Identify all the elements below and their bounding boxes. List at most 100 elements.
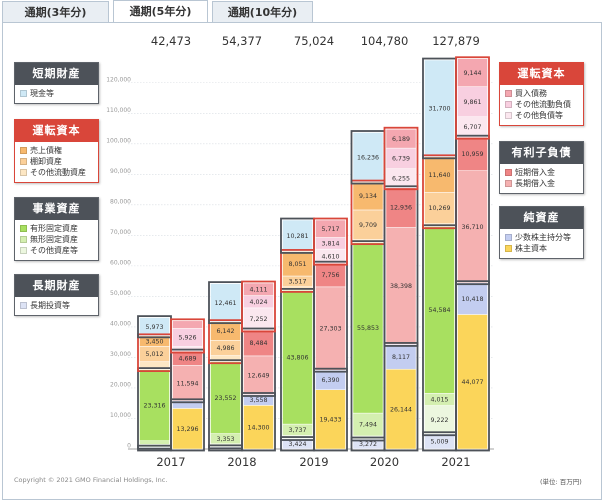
legend-swatch bbox=[505, 101, 512, 108]
bar-segment bbox=[457, 136, 488, 171]
data-label: 13,296 bbox=[176, 426, 198, 433]
x-tick-label: 2017 bbox=[156, 455, 185, 469]
legend-item: その他資産等 bbox=[15, 245, 98, 256]
data-label: 6,255 bbox=[392, 175, 410, 182]
data-label: 6,189 bbox=[392, 136, 410, 143]
legend-swatch bbox=[20, 236, 27, 243]
net-assets-outline bbox=[313, 367, 348, 452]
legend-item: 少数株主持分等 bbox=[500, 232, 583, 243]
legend-item: 長期借入金 bbox=[500, 178, 583, 189]
y-tick-label: 30,000 bbox=[110, 351, 131, 358]
bar-segment bbox=[385, 368, 417, 450]
data-label: 7,494 bbox=[359, 422, 377, 429]
legend-swatch bbox=[505, 112, 512, 119]
bar-segment bbox=[457, 314, 488, 450]
legend-item: 有形固定資産 bbox=[15, 223, 98, 234]
debt-outline bbox=[313, 260, 348, 373]
total-label: 54,377 bbox=[222, 34, 262, 48]
legend-swatch bbox=[505, 245, 512, 252]
data-label: 27,303 bbox=[319, 326, 341, 333]
data-label: 11,594 bbox=[176, 380, 198, 387]
tab-3-years[interactable]: 通期(3年分) bbox=[2, 1, 109, 22]
total-label: 75,024 bbox=[294, 34, 334, 48]
y-tick-label: 60,000 bbox=[110, 259, 131, 266]
legend-label: 長期借入金 bbox=[515, 179, 555, 188]
bar-segment bbox=[243, 282, 274, 296]
bar-segment bbox=[282, 219, 313, 252]
y-tick-label: 0 bbox=[127, 443, 131, 450]
left-legend-group-3: 長期財産 長期投資等 bbox=[14, 274, 99, 316]
unit-label: (単位: 百万円) bbox=[540, 478, 582, 486]
legend-item: 売上債権 bbox=[15, 145, 98, 156]
y-tick-label: 80,000 bbox=[110, 198, 131, 205]
data-label: 3,353 bbox=[216, 436, 234, 443]
y-tick-label: 110,000 bbox=[106, 107, 131, 114]
data-label: 4,024 bbox=[249, 299, 267, 306]
bar-segment bbox=[315, 389, 346, 450]
data-label: 4,610 bbox=[321, 253, 339, 260]
data-label: 19,433 bbox=[319, 417, 341, 424]
data-label: 12,649 bbox=[247, 372, 269, 379]
data-label: 23,552 bbox=[214, 395, 236, 402]
data-label: 23,316 bbox=[143, 402, 165, 409]
right-legend-title: 純資産 bbox=[500, 207, 583, 229]
data-label: 5,012 bbox=[145, 351, 163, 358]
debt-outline bbox=[170, 348, 205, 404]
legend-swatch bbox=[20, 147, 27, 154]
tab-10-years[interactable]: 通期(10年分) bbox=[212, 1, 313, 22]
legend-label: その他負債等 bbox=[515, 111, 563, 120]
bar-segment bbox=[139, 317, 170, 337]
bar-segment bbox=[282, 290, 313, 425]
legend-item: その他負債等 bbox=[500, 110, 583, 121]
bar-segment bbox=[457, 86, 488, 117]
legend-swatch bbox=[505, 169, 512, 176]
legend-swatch bbox=[20, 302, 27, 309]
data-label: 6,142 bbox=[216, 328, 234, 335]
debt-outline bbox=[383, 185, 419, 347]
working-capital-liability-outline bbox=[241, 280, 276, 333]
right-legend-group-0: 運転資本 買入債務 その他流動負債 その他負債等 bbox=[499, 62, 584, 126]
legend-swatch bbox=[505, 90, 512, 97]
data-label: 10,281 bbox=[286, 233, 308, 240]
data-label: 3,814 bbox=[321, 240, 339, 247]
x-tick-label: 2018 bbox=[227, 455, 256, 469]
bar-segment bbox=[139, 440, 170, 445]
right-legend-group-2: 純資産少数株主持分等 株主資本 bbox=[499, 206, 584, 259]
legend-item: 長期投資等 bbox=[15, 300, 98, 311]
legend-swatch bbox=[20, 158, 27, 165]
bar-segment bbox=[352, 132, 384, 183]
bar-segment bbox=[282, 251, 313, 277]
bar-segment bbox=[210, 361, 241, 434]
legend-item: その他流動資産 bbox=[15, 167, 98, 178]
bar-segment bbox=[385, 226, 417, 345]
total-label: 104,780 bbox=[361, 34, 409, 48]
legend-item: 棚卸資産 bbox=[15, 156, 98, 167]
left-legend-group-1: 運転資本 売上債権 棚卸資産 その他流動資産 bbox=[14, 119, 99, 183]
legend-label: 現金等 bbox=[30, 89, 54, 98]
left-legend-group-0: 短期財産現金等 bbox=[14, 62, 99, 104]
bar-segment bbox=[424, 156, 455, 193]
bar-segment bbox=[172, 408, 203, 450]
bar-segment bbox=[172, 320, 203, 329]
left-legend-title: 短期財産 bbox=[15, 63, 98, 85]
y-tick-label: 70,000 bbox=[110, 229, 131, 236]
x-tick-label: 2019 bbox=[299, 455, 328, 469]
x-tick-label: 2020 bbox=[370, 455, 399, 469]
bar-segment bbox=[243, 405, 274, 450]
data-label: 43,806 bbox=[286, 354, 308, 361]
bar-segment bbox=[424, 226, 455, 394]
legend-label: 株主資本 bbox=[515, 244, 547, 253]
data-label: 7,252 bbox=[249, 316, 267, 323]
net-assets-outline bbox=[455, 280, 490, 452]
legend-label: その他資産等 bbox=[30, 246, 78, 255]
tab-5-years[interactable]: 通期(5年分) bbox=[113, 0, 208, 24]
y-tick-label: 40,000 bbox=[110, 320, 131, 327]
legend-item: 短期借入金 bbox=[500, 167, 583, 178]
data-label: 4,689 bbox=[178, 355, 196, 362]
data-label: 38,398 bbox=[390, 283, 412, 290]
net-assets-outline bbox=[383, 342, 419, 452]
net-assets-outline bbox=[170, 398, 205, 452]
working-capital-liability-outline bbox=[383, 126, 419, 191]
data-label: 4,111 bbox=[249, 287, 267, 294]
data-label: 14,300 bbox=[247, 424, 269, 431]
